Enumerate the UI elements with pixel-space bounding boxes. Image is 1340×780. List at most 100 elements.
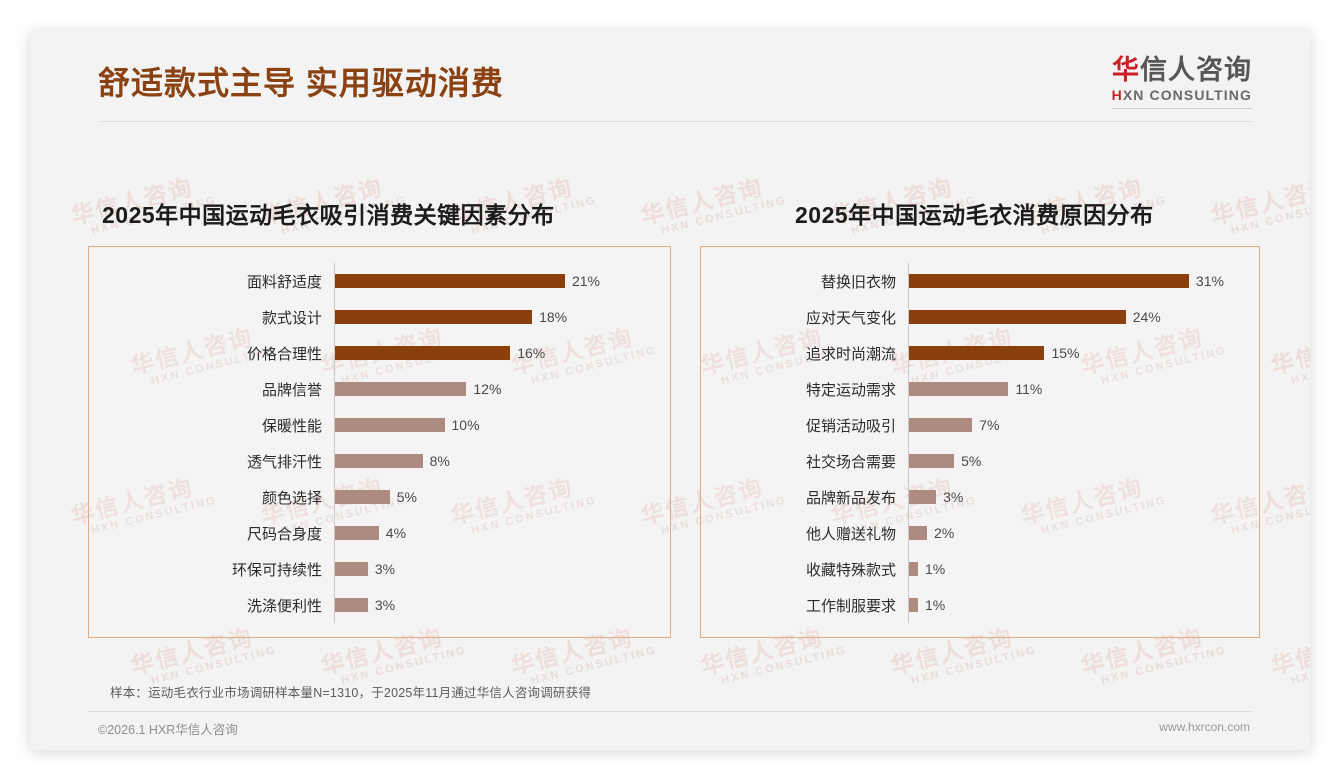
logo-chinese-accent: 华 [1112, 55, 1140, 85]
chart-title-left: 2025年中国运动毛衣吸引消费关键因素分布 [102, 202, 555, 228]
bar-category-label: 工作制服要求 [805, 597, 896, 615]
page-title: 舒适款式主导 实用驱动消费 [98, 65, 504, 101]
bar-category-label: 款式设计 [261, 309, 322, 327]
logo-chinese: 华信人咨询 [1112, 56, 1252, 84]
watermark-chinese: 华信人咨询 [638, 173, 766, 230]
bar-category-label: 面料舒适度 [246, 273, 322, 291]
bar-value-label: 12% [473, 381, 502, 397]
bar-row: 特定运动需求 11% [701, 376, 1259, 402]
bar-value-label: 16% [517, 345, 546, 361]
watermark-english: HXN CONSULTING [340, 644, 469, 688]
bar-segment [335, 562, 368, 576]
bar-segment [909, 346, 1045, 360]
bar-rows-left: 面料舒适度 21% 款式设计 18% 价格合理性 16% 品牌信誉 12% 保暖性能 10% 透气排… [89, 263, 670, 623]
footer-divider [88, 711, 1252, 712]
bar-value-label: 7% [979, 417, 1000, 433]
company-logo: 华信人咨询 HXN CONSULTING [1111, 56, 1252, 110]
bar-rows-right: 替换旧衣物 31% 应对天气变化 24% 追求时尚潮流 15% 特定运动需求 11% 促销活动吸… [701, 263, 1259, 623]
bar-value-label: 3% [374, 597, 396, 613]
bar-category-label: 特定运动需求 [805, 381, 896, 399]
watermark-english: HXN CONSULTING [1230, 194, 1310, 238]
watermark-english: HXN CONSULTING [1290, 644, 1310, 688]
bar-category-label: 他人赠送礼物 [805, 525, 896, 543]
bar-value-label: 15% [1051, 345, 1080, 361]
watermark-english: HXN CONSULTING [910, 644, 1039, 688]
bar-row: 应对天气变化 24% [701, 304, 1259, 330]
watermark-english: HXN CONSULTING [1100, 644, 1229, 688]
footer-copyright: ©2026.1 HXR华信人咨询 [98, 723, 238, 737]
bar-segment [909, 418, 973, 432]
bar-category-label: 透气排汗性 [246, 453, 322, 471]
bar-row: 尺码合身度 4% [89, 520, 670, 546]
bar-segment [335, 310, 533, 324]
bar-value-label: 24% [1132, 309, 1161, 325]
bar-row: 面料舒适度 21% [89, 268, 670, 294]
bar-category-label: 品牌信誉 [261, 381, 322, 399]
bar-category-label: 品牌新品发布 [805, 489, 896, 507]
logo-english-rest: XN CONSULTING [1122, 87, 1252, 104]
bar-row: 洗涤便利性 3% [89, 592, 670, 618]
logo-english-accent: H [1111, 87, 1123, 104]
watermark-english: HXN CONSULTING [530, 644, 659, 688]
bar-segment [335, 526, 379, 540]
bar-row: 款式设计 18% [89, 304, 670, 330]
bar-category-label: 洗涤便利性 [246, 597, 322, 615]
bar-category-label: 追求时尚潮流 [805, 345, 896, 363]
bar-row: 工作制服要求 1% [701, 592, 1259, 618]
bar-value-label: 3% [374, 561, 396, 577]
bar-row: 环保可持续性 3% [89, 556, 670, 582]
bar-value-label: 5% [396, 489, 417, 505]
header-divider [100, 121, 1252, 122]
bar-segment [335, 274, 565, 288]
slide-header: 舒适款式主导 实用驱动消费 华信人咨询 HXN CONSULTING [30, 30, 1310, 122]
bar-segment [335, 454, 423, 468]
watermark-english: HXN CONSULTING [150, 644, 279, 688]
bar-segment [909, 598, 919, 612]
bar-segment [909, 454, 955, 468]
bar-row: 他人赠送礼物 2% [701, 520, 1259, 546]
bar-row: 收藏特殊款式 1% [701, 556, 1259, 582]
source-footnote: 样本：运动毛衣行业市场调研样本量N=1310，于2025年11月通过华信人咨询调… [110, 686, 592, 700]
footer-website: www.hxrcon.com [1159, 720, 1250, 734]
logo-chinese-rest: 信人咨询 [1140, 55, 1252, 85]
bar-value-label: 4% [385, 525, 407, 541]
bar-category-label: 环保可持续性 [231, 561, 322, 579]
logo-english: HXN CONSULTING [1112, 87, 1252, 103]
bar-category-label: 替换旧衣物 [820, 273, 896, 291]
watermark-chinese: 华信人咨询 [1268, 323, 1310, 380]
watermark-english: HXN CONSULTING [1290, 344, 1310, 388]
watermark-chinese: 华信人咨询 [1268, 623, 1310, 680]
bar-segment [335, 382, 467, 396]
bar-segment [335, 598, 368, 612]
bar-row: 品牌信誉 12% [89, 376, 670, 402]
chart-panel-left: 面料舒适度 21% 款式设计 18% 价格合理性 16% 品牌信誉 12% 保暖性能 10% 透气排… [88, 246, 671, 638]
bar-row: 价格合理性 16% [89, 340, 670, 366]
bar-value-label: 1% [925, 597, 946, 613]
bar-segment [335, 490, 390, 504]
bar-row: 社交场合需要 5% [701, 448, 1259, 474]
bar-value-label: 1% [925, 561, 946, 577]
watermark-chinese: 华信人咨询 [1208, 173, 1310, 230]
bar-row: 促销活动吸引 7% [701, 412, 1259, 438]
bar-category-label: 社交场合需要 [805, 453, 896, 471]
bar-value-label: 2% [934, 525, 955, 541]
bar-category-label: 保暖性能 [261, 417, 322, 435]
bar-row: 颜色选择 5% [89, 484, 670, 510]
bar-value-label: 18% [539, 309, 568, 325]
bar-value-label: 11% [1015, 381, 1043, 397]
bar-segment [335, 418, 445, 432]
bar-category-label: 应对天气变化 [805, 309, 896, 327]
bar-value-label: 21% [571, 273, 600, 289]
bar-row: 透气排汗性 8% [89, 448, 670, 474]
bar-row: 保暖性能 10% [89, 412, 670, 438]
bar-category-label: 收藏特殊款式 [805, 561, 896, 579]
bar-value-label: 3% [943, 489, 964, 505]
chart-title-right: 2025年中国运动毛衣消费原因分布 [795, 202, 1154, 228]
bar-category-label: 尺码合身度 [246, 525, 322, 543]
bar-segment [909, 274, 1189, 288]
bar-category-label: 颜色选择 [261, 489, 322, 507]
